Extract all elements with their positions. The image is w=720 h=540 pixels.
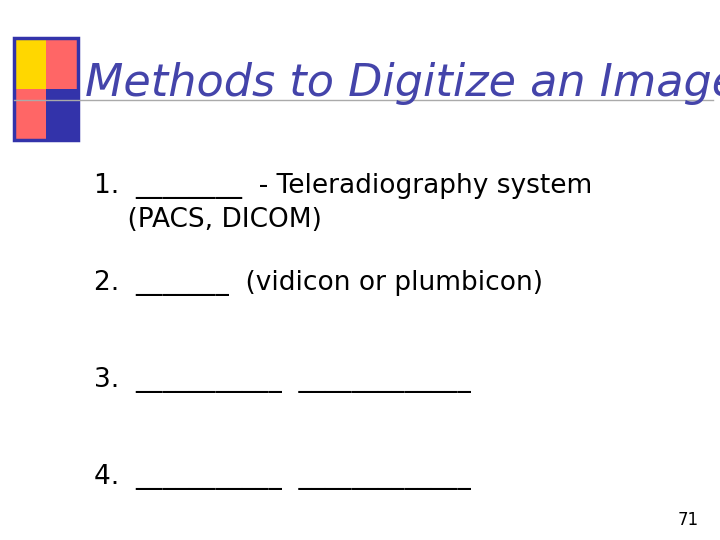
Text: 4.  ___________  _____________: 4. ___________ _____________: [94, 464, 470, 490]
Text: Methods to Digitize an Image: Methods to Digitize an Image: [85, 62, 720, 105]
Bar: [14, 89, 46, 140]
Text: 71: 71: [678, 511, 698, 529]
Bar: [46, 89, 78, 140]
Text: 3.  ___________  _____________: 3. ___________ _____________: [94, 367, 470, 393]
Text: 2.  _______  (vidicon or plumbicon): 2. _______ (vidicon or plumbicon): [94, 270, 543, 296]
Bar: [14, 38, 78, 140]
Text: 1.  ________  - Teleradiography system
    (PACS, DICOM): 1. ________ - Teleradiography system (PA…: [94, 173, 592, 233]
Bar: [14, 38, 46, 89]
Bar: [46, 38, 78, 89]
